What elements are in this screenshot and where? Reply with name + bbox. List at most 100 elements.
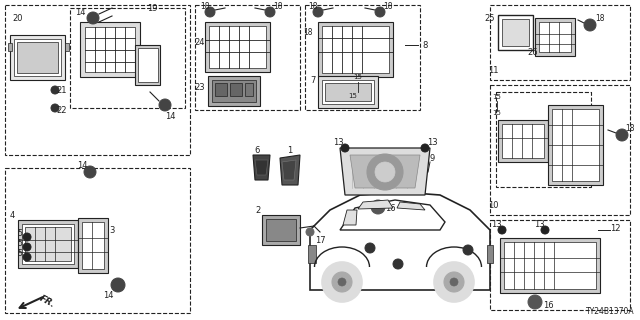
- Text: 18: 18: [273, 2, 283, 11]
- Bar: [490, 220, 630, 310]
- Text: 14: 14: [103, 291, 113, 300]
- Bar: [487, 245, 493, 263]
- Bar: [14, 39, 61, 76]
- Bar: [318, 76, 378, 108]
- Polygon shape: [310, 192, 490, 290]
- Circle shape: [393, 259, 403, 269]
- Bar: [502, 124, 544, 158]
- Circle shape: [313, 7, 323, 17]
- Bar: [8, 43, 12, 51]
- Text: 3: 3: [109, 226, 115, 235]
- Circle shape: [434, 262, 474, 302]
- Text: 21: 21: [57, 85, 67, 94]
- Circle shape: [375, 7, 385, 17]
- Bar: [195, 5, 300, 110]
- Bar: [208, 76, 260, 106]
- Circle shape: [528, 295, 542, 309]
- Polygon shape: [282, 160, 296, 180]
- Bar: [65, 43, 69, 51]
- Text: 6: 6: [254, 146, 260, 155]
- Polygon shape: [280, 155, 300, 185]
- Text: 26: 26: [528, 47, 538, 57]
- Bar: [322, 26, 389, 73]
- Circle shape: [159, 99, 171, 111]
- Circle shape: [421, 144, 429, 152]
- Circle shape: [322, 262, 362, 302]
- Text: 5: 5: [17, 249, 22, 258]
- Circle shape: [87, 12, 99, 24]
- Text: 1: 1: [287, 146, 292, 155]
- Text: 15: 15: [493, 94, 501, 100]
- Bar: [5, 168, 190, 313]
- Bar: [22, 224, 74, 264]
- Text: 13: 13: [491, 220, 501, 228]
- Bar: [548, 105, 603, 185]
- Text: 18: 18: [308, 2, 317, 11]
- Circle shape: [23, 243, 31, 251]
- Text: 18: 18: [595, 13, 605, 22]
- Polygon shape: [397, 202, 425, 210]
- Circle shape: [584, 19, 596, 31]
- Circle shape: [51, 86, 59, 94]
- Polygon shape: [340, 148, 430, 195]
- Circle shape: [371, 200, 385, 214]
- Circle shape: [23, 253, 31, 261]
- Bar: [10, 35, 65, 80]
- Text: 14: 14: [77, 161, 87, 170]
- Text: 15: 15: [493, 110, 501, 116]
- Text: 9: 9: [429, 154, 435, 163]
- Circle shape: [367, 154, 403, 190]
- Text: 5: 5: [17, 228, 22, 237]
- Text: 24: 24: [195, 37, 205, 46]
- Circle shape: [444, 272, 464, 292]
- Circle shape: [23, 233, 31, 241]
- Bar: [539, 22, 571, 52]
- Bar: [215, 83, 227, 96]
- Circle shape: [265, 7, 275, 17]
- Text: 23: 23: [195, 83, 205, 92]
- Bar: [322, 80, 374, 104]
- Text: 16: 16: [385, 204, 396, 212]
- Bar: [498, 120, 548, 162]
- Bar: [230, 83, 242, 96]
- Bar: [18, 220, 78, 268]
- Text: 18: 18: [625, 124, 635, 132]
- Bar: [305, 5, 420, 110]
- Text: 16: 16: [543, 300, 554, 309]
- Text: 18: 18: [200, 2, 210, 11]
- Text: 12: 12: [610, 223, 620, 233]
- Circle shape: [365, 243, 375, 253]
- Bar: [85, 27, 135, 72]
- Text: 19: 19: [147, 4, 157, 12]
- Text: FR.: FR.: [38, 294, 57, 310]
- Bar: [318, 22, 393, 77]
- Bar: [504, 242, 596, 289]
- Bar: [138, 48, 158, 82]
- Bar: [17, 42, 58, 73]
- Bar: [209, 26, 266, 68]
- Text: 10: 10: [488, 201, 499, 210]
- Text: 13: 13: [427, 138, 437, 147]
- Text: TY24B1370A: TY24B1370A: [586, 307, 635, 316]
- Circle shape: [541, 226, 549, 234]
- Text: 2: 2: [255, 205, 260, 214]
- Circle shape: [498, 226, 506, 234]
- Text: 14: 14: [75, 7, 85, 17]
- Bar: [500, 238, 600, 293]
- Bar: [262, 215, 300, 245]
- Circle shape: [463, 245, 473, 255]
- Bar: [70, 8, 185, 108]
- Text: 20: 20: [13, 13, 23, 22]
- Circle shape: [84, 166, 96, 178]
- Polygon shape: [255, 160, 268, 175]
- Text: 13: 13: [333, 138, 343, 147]
- Text: 22: 22: [57, 106, 67, 115]
- Bar: [5, 5, 190, 155]
- Bar: [25, 227, 71, 261]
- Bar: [80, 22, 140, 77]
- Polygon shape: [340, 200, 445, 230]
- Text: 8: 8: [422, 41, 428, 50]
- Bar: [552, 109, 599, 181]
- Text: 25: 25: [484, 13, 495, 22]
- Bar: [502, 19, 529, 46]
